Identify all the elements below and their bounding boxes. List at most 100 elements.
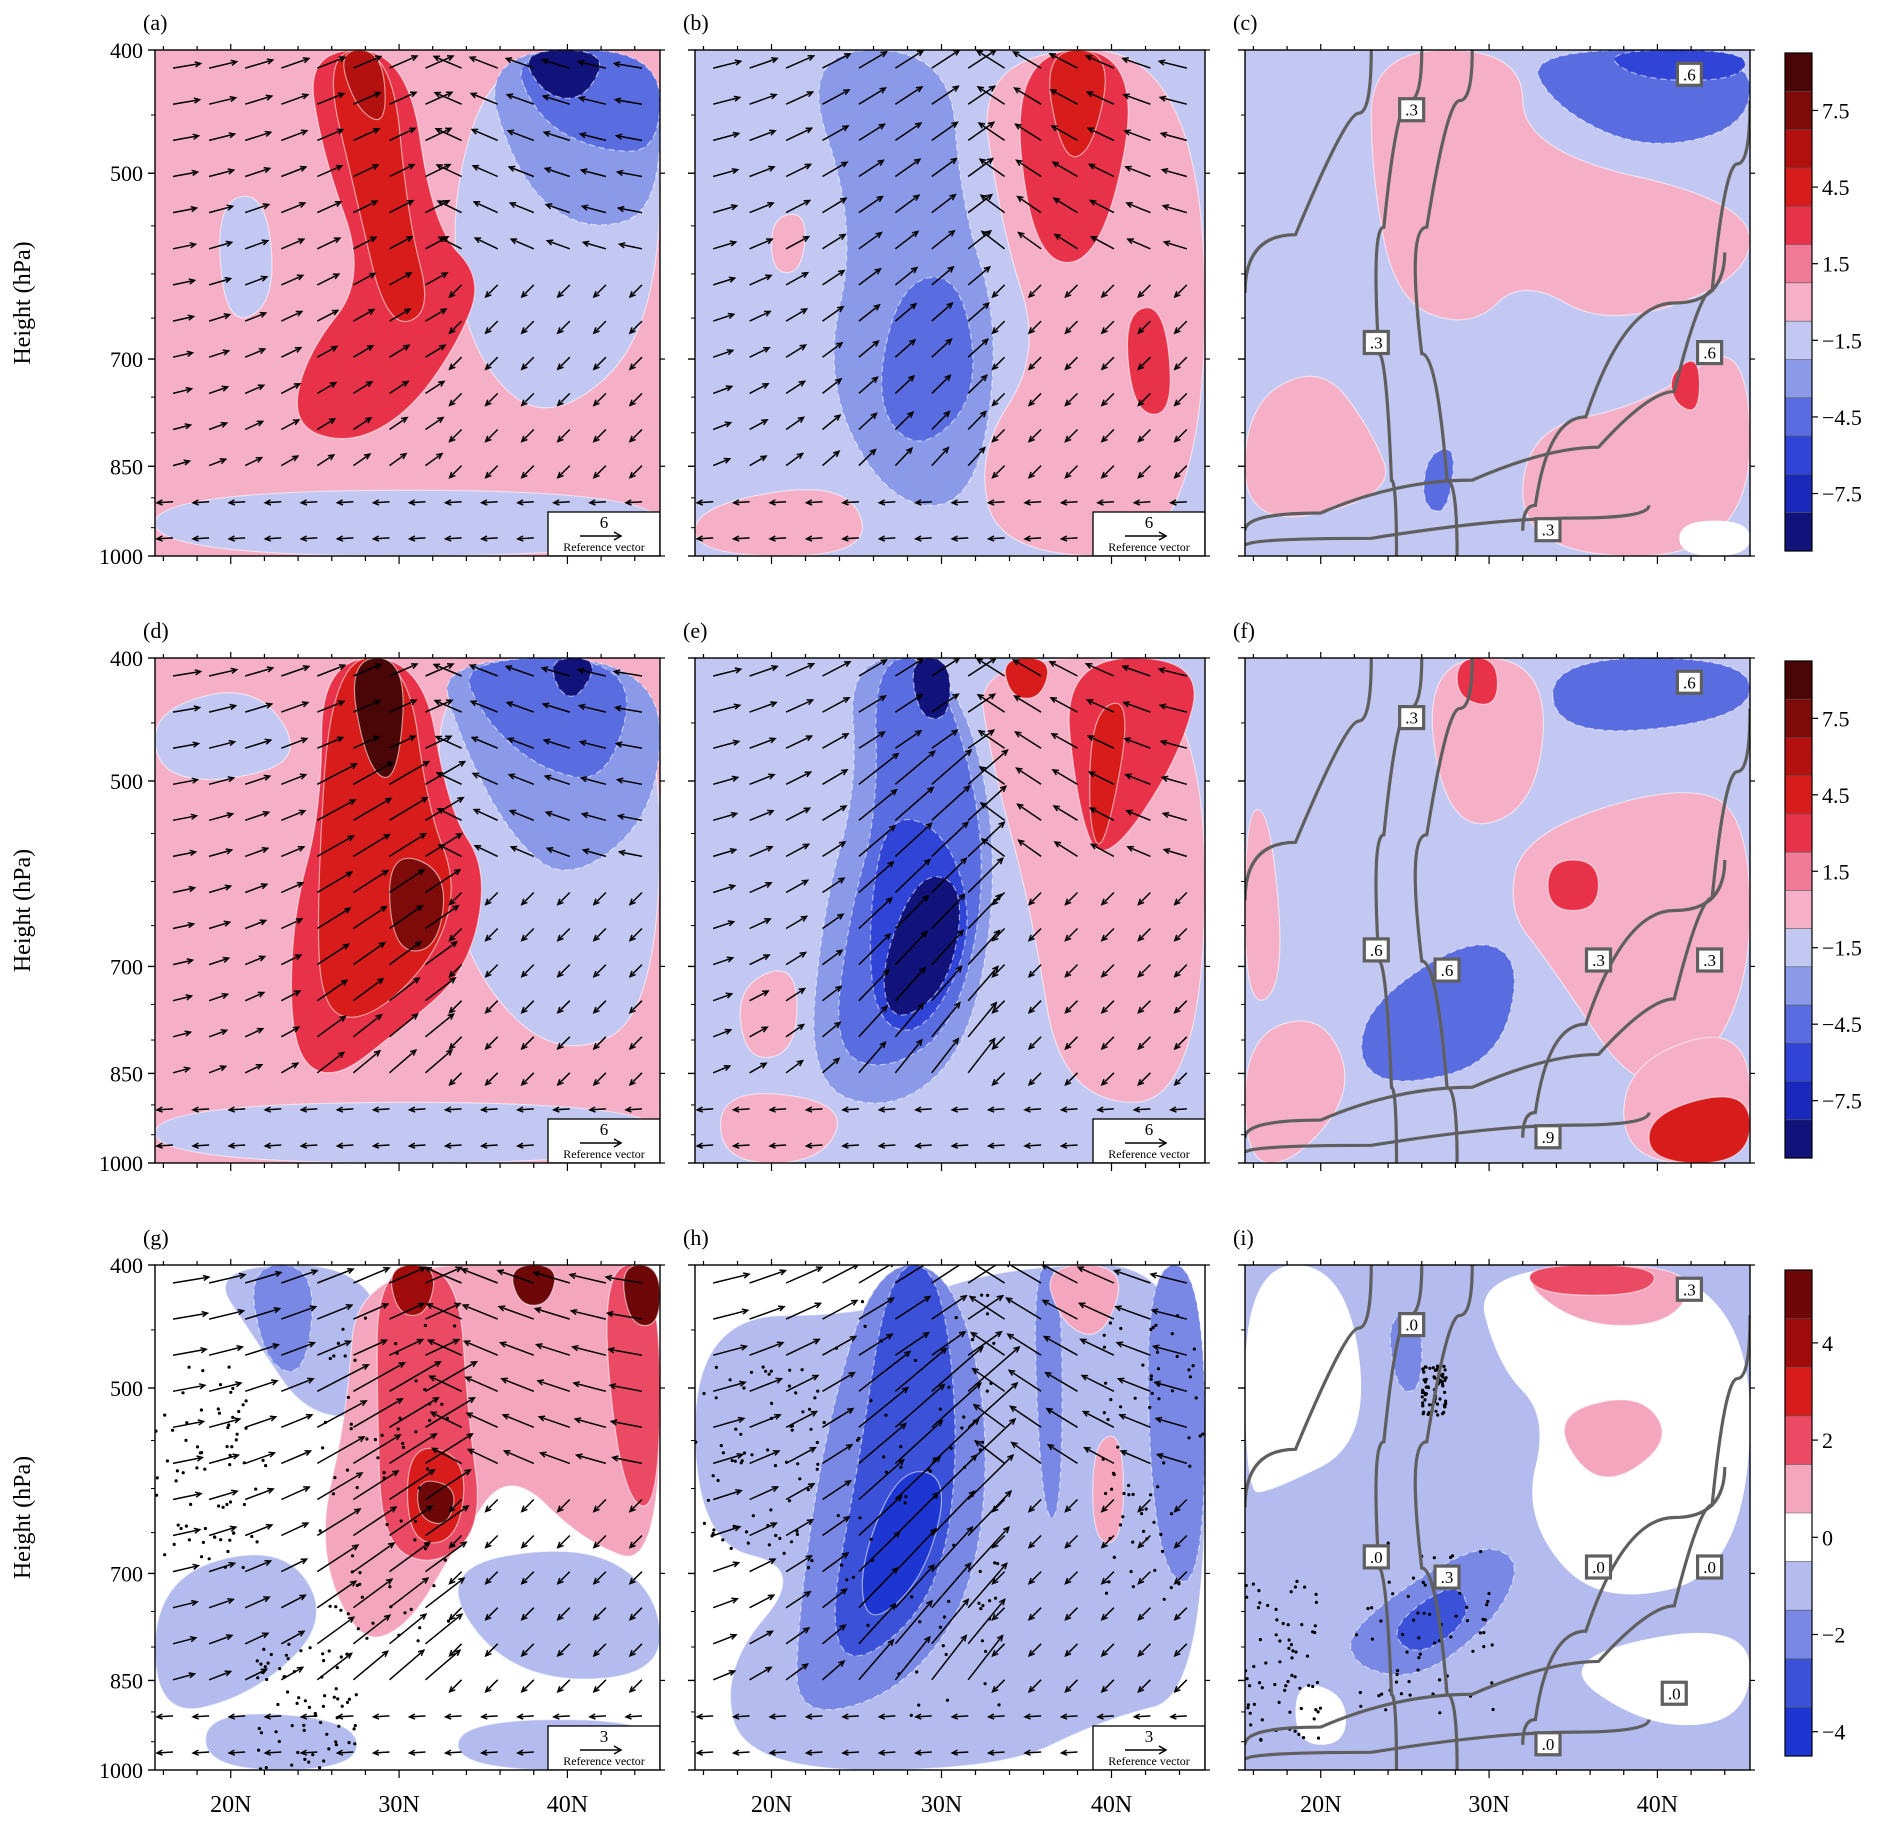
vector-arrowhead <box>194 669 203 676</box>
vector-arrowhead <box>1006 1333 1014 1340</box>
vector-arrowhead <box>350 763 359 770</box>
contour-label: .9 <box>1542 1128 1555 1147</box>
vector-arrowhead <box>434 735 443 742</box>
wind-vector <box>438 844 462 858</box>
vector-arrowhead <box>995 893 1003 901</box>
wind-vector <box>244 1307 280 1320</box>
wind-vector <box>409 501 426 504</box>
vector-arrowhead <box>850 1299 859 1306</box>
vector-arrowhead <box>1064 1649 1072 1658</box>
vector-arrowhead <box>977 122 986 129</box>
wind-vector <box>172 1312 208 1320</box>
vector-arrowhead <box>1151 1344 1160 1351</box>
significance-dot <box>241 1403 245 1407</box>
wind-vector <box>389 1302 425 1320</box>
significance-dot <box>403 1611 407 1615</box>
wind-vector <box>316 454 335 467</box>
vector-arrowhead <box>378 941 387 949</box>
vector-arrowhead <box>435 771 444 778</box>
significance-dot <box>257 1726 261 1731</box>
wind-vector <box>425 1433 473 1465</box>
wind-vector <box>208 205 233 214</box>
wind-vector <box>317 1268 354 1284</box>
wind-vector <box>1061 537 1078 540</box>
vector-arrowhead <box>995 1330 1003 1338</box>
significance-dot <box>1175 1354 1179 1359</box>
significance-dot <box>719 1444 723 1448</box>
significance-dot <box>1421 1404 1425 1408</box>
wind-vector <box>931 1382 982 1428</box>
vector-arrowhead <box>951 121 959 129</box>
significance-dot <box>358 1582 362 1586</box>
vector-arrowhead <box>1064 970 1072 978</box>
significance-dot <box>171 1428 175 1432</box>
wind-vector <box>785 452 804 467</box>
wind-vector <box>1091 236 1115 250</box>
vector-arrowhead <box>394 1433 402 1441</box>
significance-dot <box>418 1626 422 1630</box>
vector-arrowhead <box>1027 291 1035 299</box>
wind-vector <box>1123 93 1151 105</box>
wind-vector <box>1125 166 1151 178</box>
vector-arrowhead <box>1122 701 1130 708</box>
vector-arrowhead <box>392 1470 400 1477</box>
y-tick-label: 400 <box>110 38 143 63</box>
panel-f-contour-region <box>1431 658 1544 825</box>
wind-vector <box>931 447 949 467</box>
vector-arrowhead <box>1173 934 1181 942</box>
vector-arrowhead <box>986 1749 995 1756</box>
wind-vector <box>1124 130 1151 142</box>
vector-arrowhead <box>982 302 991 309</box>
vector-arrowhead <box>1155 1452 1164 1460</box>
wind-vector <box>1174 1679 1188 1693</box>
vector-arrowhead <box>466 1432 474 1440</box>
significance-dot <box>218 1383 223 1387</box>
wind-vector <box>806 1144 823 1147</box>
panel-e-frame <box>694 657 1206 1164</box>
wind-vector <box>1153 1345 1187 1356</box>
vector-arrowhead <box>768 1106 776 1113</box>
wind-vector <box>1157 1453 1188 1465</box>
wind-vector <box>425 453 443 467</box>
significance-dot <box>1438 1711 1442 1715</box>
vector-arrowhead <box>373 91 382 98</box>
significance-dot <box>297 1696 301 1700</box>
vector-arrowhead <box>446 663 455 670</box>
wind-vector <box>713 96 740 105</box>
wind-vector <box>280 1630 305 1645</box>
vector-arrowhead <box>484 1577 492 1585</box>
wind-vector <box>822 1408 854 1428</box>
significance-dot <box>263 1665 267 1669</box>
vector-arrowhead <box>768 165 776 172</box>
wind-vector <box>580 741 607 749</box>
significance-dot <box>1252 1702 1256 1706</box>
wind-vector <box>713 1309 748 1320</box>
vector-arrowhead <box>464 1469 472 1476</box>
vector-arrowhead <box>365 380 374 388</box>
vector-arrowhead <box>202 1274 211 1282</box>
wind-vector <box>510 810 535 821</box>
wind-vector <box>931 693 959 713</box>
wind-vector <box>537 1380 571 1393</box>
vector-arrowhead <box>731 1713 740 1720</box>
vector-arrowhead <box>723 457 732 464</box>
contour-label: .6 <box>1703 344 1716 363</box>
significance-dot <box>1315 1680 1320 1685</box>
vector-arrowhead <box>335 499 344 506</box>
y-axis-title: Height (hPa) <box>10 241 36 364</box>
wind-vector <box>608 1348 643 1356</box>
wind-vector <box>1064 1679 1079 1693</box>
wind-vector <box>1091 843 1115 858</box>
wind-vector <box>931 374 951 394</box>
wind-vector <box>894 1332 929 1356</box>
wind-vector <box>1101 320 1115 334</box>
wind-vector <box>316 1544 359 1573</box>
significance-dot <box>1465 1619 1470 1623</box>
significance-dot <box>721 1451 726 1455</box>
wind-vector <box>1064 320 1079 334</box>
wind-vector <box>301 537 318 540</box>
vector-arrowhead <box>572 1381 581 1388</box>
wind-vector <box>1025 1751 1042 1754</box>
